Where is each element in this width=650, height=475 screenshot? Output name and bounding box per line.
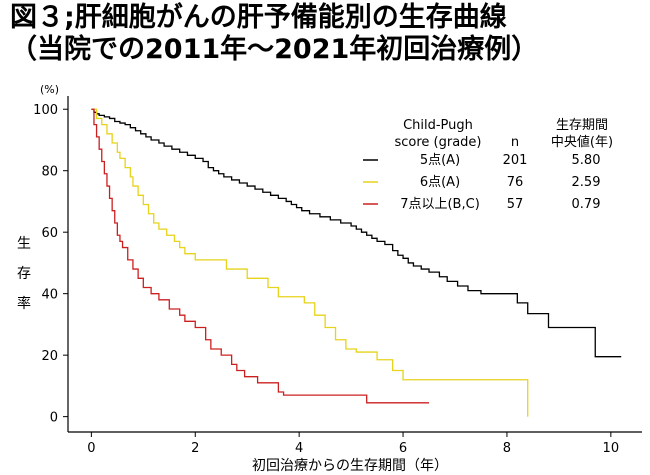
x-tick-label: 8	[503, 441, 511, 456]
axes	[67, 96, 642, 433]
legend-series-name: 6点(A)	[420, 175, 460, 190]
x-tick-label: 6	[399, 441, 407, 456]
y-tick-label: 40	[41, 288, 58, 303]
legend: Child-Pugh score (grade) n 生存期間 中央値(年) 5…	[363, 118, 613, 212]
x-tick-label: 4	[295, 441, 303, 456]
legend-series-name: 7点以上(B,C)	[400, 197, 480, 212]
chart-title-line1: 図３;肝細胞がんの肝予備能別の生存曲線	[10, 2, 507, 33]
legend-series-median: 0.79	[572, 197, 601, 212]
x-tick-label: 0	[87, 441, 95, 456]
x-axis-label: 初回治療からの生存期間（年）	[252, 457, 448, 474]
legend-header-score-2: score (grade)	[394, 135, 481, 150]
y-tick-label: 0	[50, 411, 58, 426]
y-tick-label: 60	[41, 226, 58, 241]
y-tick-label: 100	[33, 103, 58, 118]
x-tick-label: 10	[603, 441, 620, 456]
x-tick-label: 2	[191, 441, 199, 456]
y-tick-label: 80	[41, 165, 58, 180]
legend-series-n: 201	[503, 153, 528, 168]
chart-title-line2: （当院での2011年～2021年初回治療例）	[10, 34, 539, 65]
y-axis-label-char: 存	[17, 266, 31, 282]
y-axis-label: 生存率	[17, 236, 31, 312]
survival-curve-1	[91, 108, 622, 358]
survival-curve-2	[91, 108, 529, 417]
legend-series-median: 2.59	[572, 175, 601, 190]
legend-series-name: 5点(A)	[420, 153, 460, 168]
legend-rows: 5点(A) 201 5.80 6点(A) 76 2.59 7点以上(B,C) 57 0.79	[363, 153, 600, 212]
legend-series-median: 5.80	[572, 153, 601, 168]
y-unit-label: (%)	[40, 83, 59, 96]
y-axis-label-char: 率	[17, 295, 31, 312]
survival-curves	[91, 108, 622, 417]
legend-header-score-1: Child-Pugh	[403, 118, 473, 133]
y-axis-label-char: 生	[17, 236, 31, 252]
legend-header-n: n	[511, 135, 519, 150]
survival-curve-3	[91, 108, 430, 404]
y-tick-label: 20	[41, 349, 58, 364]
legend-series-n: 57	[507, 197, 524, 212]
legend-header-median-1: 生存期間	[556, 118, 608, 133]
legend-series-n: 76	[507, 175, 524, 190]
legend-header-median-2: 中央値(年)	[551, 134, 613, 150]
